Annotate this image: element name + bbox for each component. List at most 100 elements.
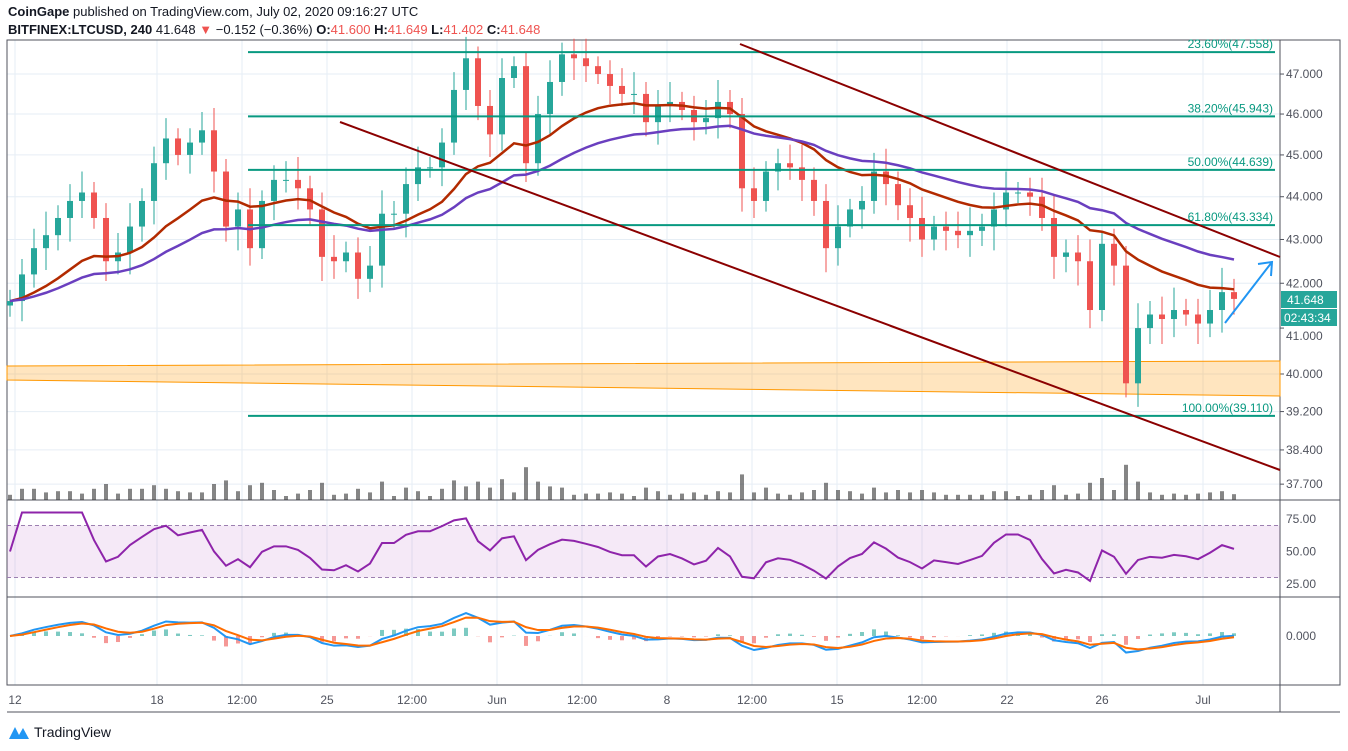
macd-histogram-bar [32,631,36,636]
candle-body [55,217,61,236]
macd-histogram-bar [896,635,900,636]
countdown-label: 02:43:34 [1284,311,1331,325]
macd-histogram-bar [500,636,504,638]
fib-label: 23.60%(47.558) [1188,37,1273,51]
candle-body [763,171,769,201]
macd-histogram-bar [1148,634,1152,636]
volume-bar [860,493,864,500]
candle-body [283,179,289,181]
volume-bar [248,485,252,500]
macd-histogram-bar [644,636,648,642]
tradingview-brand[interactable]: TradingView [8,724,111,740]
candle-body [91,192,97,218]
candle-body [535,114,541,164]
volume-bar [644,487,648,500]
volume-bar [608,492,612,500]
volume-bar [884,492,888,500]
price-tick: 46.000 [1286,107,1323,121]
volume-bar [1196,493,1200,500]
macd-histogram-bar [992,632,996,636]
volume-bar [284,496,288,500]
volume-bar [428,496,432,500]
candle-body [775,163,781,172]
candle-body [547,81,553,115]
macd-histogram-bar [716,634,720,636]
volume-bar [1124,464,1128,500]
candle-body [379,213,385,266]
volume-bar [404,487,408,500]
volume-bar [716,491,720,500]
macd-histogram-bar [728,635,732,636]
macd-histogram-bar [404,628,408,636]
volume-bar [344,493,348,500]
macd-histogram-bar [212,636,216,641]
time-tick: 12:00 [907,693,937,707]
candle-body [331,256,337,262]
macd-histogram-bar [1028,634,1032,636]
ema-fast-line [9,101,1235,303]
volume-bar [92,488,96,500]
macd-tick: 0.000 [1286,629,1316,643]
macd-histogram-bar [848,633,852,636]
candle-body [931,226,937,240]
candle-body [499,78,505,135]
volume-bar [32,488,36,500]
c-label: C: [486,22,501,37]
candle-body [223,171,229,227]
macd-histogram-bar [704,636,708,637]
candle-body [103,217,109,262]
candle-body [1171,310,1177,320]
last-price-label: 41.648 [1287,293,1324,307]
candle-body [163,138,169,164]
macd-histogram-bar [68,632,72,636]
volume-bar [1172,493,1176,500]
time-tick: Jun [487,693,506,707]
time-tick: 12:00 [567,693,597,707]
macd-histogram-bar [272,632,276,636]
candle-body [1063,252,1069,257]
candle-body [979,226,985,231]
volume-bar [260,482,264,500]
time-tick: 26 [1095,693,1109,707]
macd-histogram-bar [968,635,972,636]
macd-histogram-bar [92,636,96,638]
macd-histogram-bar [44,631,48,636]
signal-line [9,616,1235,651]
candle-body [415,167,421,185]
macd-histogram-bar [392,629,396,636]
candle-body [607,74,613,86]
volume-bar [80,493,84,500]
candle-body [43,235,49,249]
candle-body [187,142,193,155]
volume-bar [224,480,228,500]
macd-histogram-bar [1100,634,1104,636]
macd-histogram-bar [1088,636,1092,643]
volume-bar [512,492,516,500]
pane-frame [6,596,1341,686]
volume-bar [968,494,972,500]
volume-bar [584,493,588,500]
candle-body [571,54,577,59]
fib-label: 61.80%(43.334) [1188,210,1273,224]
macd-histogram-bar [416,629,420,636]
candle-body [1087,261,1093,311]
volume-bar [944,494,948,500]
candle-body [919,217,925,240]
candle-body [811,179,817,201]
symbol-line: BITFINEX:LTCUSD, 240 41.648 ▼ −0.152 (−0… [8,22,540,37]
macd-histogram-bar [812,636,816,637]
candle-body [463,58,469,90]
macd-histogram-bar [464,627,468,636]
macd-histogram-bar [932,636,936,638]
volume-bar [596,493,600,500]
candle-body [883,171,889,185]
down-triangle-icon: ▼ [199,22,213,37]
candle-body [619,85,625,94]
candle-body [511,66,517,79]
ema-slow-line [9,124,1235,303]
volume-bar [1088,482,1092,500]
macd-histogram-bar [920,636,924,640]
candle-body [895,184,901,206]
volume-bar [56,491,60,500]
